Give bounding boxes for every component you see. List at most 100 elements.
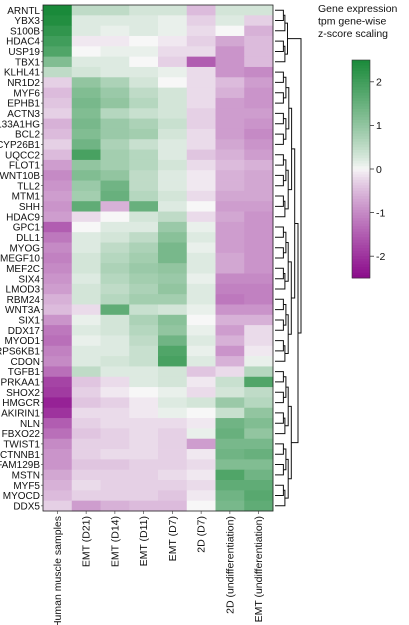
legend-gradient-step — [352, 130, 370, 134]
heatmap-cell — [244, 314, 274, 326]
heatmap-cell — [215, 15, 245, 27]
heatmap-cell — [215, 97, 245, 109]
heatmap-cell — [244, 356, 274, 367]
heatmap-cell — [71, 335, 101, 347]
heatmap-cell — [186, 283, 216, 295]
heatmap-cell — [158, 325, 188, 336]
row-label: ARNTL — [7, 6, 40, 17]
heatmap-cell — [158, 97, 188, 109]
row-label: MYOG — [9, 243, 40, 254]
row-label: KLHL41 — [4, 68, 41, 79]
heatmap-cell — [100, 170, 130, 181]
row-label: TGFB1 — [8, 367, 41, 378]
heatmap-cell — [43, 314, 73, 326]
heatmap-cell — [215, 77, 245, 89]
color-legend: Gene expression tpm gene-wise z-score scal… — [318, 3, 398, 279]
row-label: USP19 — [8, 47, 40, 58]
heatmap-cell — [244, 480, 274, 491]
heatmap-cell — [129, 232, 159, 243]
heatmap-cell — [186, 242, 216, 254]
row-label: HDAC9 — [6, 212, 40, 223]
heatmap-cell — [43, 325, 73, 336]
heatmap-cell — [158, 25, 188, 37]
heatmap-cell — [71, 407, 101, 419]
heatmap-cell — [158, 108, 188, 119]
legend-gradient-step — [352, 275, 370, 279]
heatmap-cell — [186, 201, 216, 212]
heatmap-cell — [158, 387, 188, 398]
heatmap-cell — [186, 66, 216, 78]
heatmap-cell — [215, 128, 245, 140]
heatmap-cell — [43, 500, 73, 512]
heatmap-cell — [100, 201, 130, 212]
heatmap-cell — [100, 438, 130, 450]
heatmap-cell — [71, 35, 101, 47]
legend-gradient-step — [352, 95, 370, 99]
heatmap-cell — [43, 407, 73, 419]
heatmap-cell — [215, 469, 245, 481]
heatmap-cell — [244, 97, 274, 109]
row-label: S100B — [10, 26, 40, 37]
heatmap-cell — [43, 469, 73, 481]
heatmap-cell — [43, 273, 73, 285]
heatmap-cell — [71, 97, 101, 109]
heatmap-cell — [129, 25, 159, 37]
heatmap-cell — [158, 314, 188, 326]
heatmap-cell — [100, 345, 130, 357]
heatmap-cells — [42, 4, 274, 512]
row-label: YBX3 — [14, 16, 40, 27]
heatmap-cell — [215, 407, 245, 419]
legend-gradient-step — [352, 62, 370, 66]
legend-gradient-step — [352, 122, 370, 126]
dendrogram-branch — [275, 340, 284, 352]
heatmap-cell — [215, 428, 245, 440]
heatmap-cell — [100, 283, 130, 295]
row-label: RPS6KB1 — [0, 347, 40, 358]
heatmap-cell — [71, 294, 101, 305]
heatmap-cell — [129, 159, 159, 171]
heatmap-cell — [100, 128, 130, 140]
heatmap-cell — [244, 283, 274, 295]
legend-gradient-step — [352, 106, 370, 110]
heatmap-cell — [43, 294, 73, 305]
dendrogram-branch — [275, 247, 284, 259]
row-label: FBXO22 — [2, 429, 41, 440]
heatmap-cell — [43, 128, 73, 140]
heatmap-cell — [244, 159, 274, 171]
dendrogram-branch — [275, 391, 284, 404]
heatmap-cell — [71, 376, 101, 388]
heatmap-cell — [100, 5, 130, 16]
heatmap-cell — [244, 139, 274, 150]
row-labels: ARNTLYBX3S100BHDAC4USP19TBX1KLHL41NR1D2M… — [0, 6, 43, 512]
legend-gradient-step — [352, 231, 370, 235]
heatmap-cell — [215, 252, 245, 264]
heatmap-cell — [71, 428, 101, 440]
heatmap-cell — [43, 356, 73, 367]
legend-gradient-step — [352, 212, 370, 216]
legend-gradient-step — [352, 190, 370, 194]
dendrogram-branch — [287, 38, 302, 334]
legend-gradient-step — [352, 179, 370, 184]
heatmap-cell — [215, 273, 245, 285]
heatmap-cell — [100, 159, 130, 171]
heatmap-cell — [158, 221, 188, 233]
heatmap-cell — [43, 149, 73, 161]
legend-gradient-step — [352, 139, 370, 143]
heatmap-cell — [186, 15, 216, 27]
legend-gradient-step — [352, 215, 370, 219]
heatmap-cell — [71, 490, 101, 502]
heatmap-cell — [158, 304, 188, 316]
heatmap-cell — [100, 46, 130, 58]
legend-gradient-step — [352, 84, 370, 88]
heatmap-cell — [100, 77, 130, 89]
heatmap-cell — [129, 46, 159, 58]
heatmap-cell — [215, 35, 245, 47]
heatmap-cell — [71, 500, 101, 512]
heatmap-cell — [129, 263, 159, 274]
heatmap-cell — [186, 387, 216, 398]
heatmap-cell — [158, 469, 188, 481]
heatmap-cell — [100, 190, 130, 202]
heatmap-cell — [215, 66, 245, 78]
heatmap-cell — [43, 97, 73, 109]
heatmap-cell — [43, 77, 73, 89]
